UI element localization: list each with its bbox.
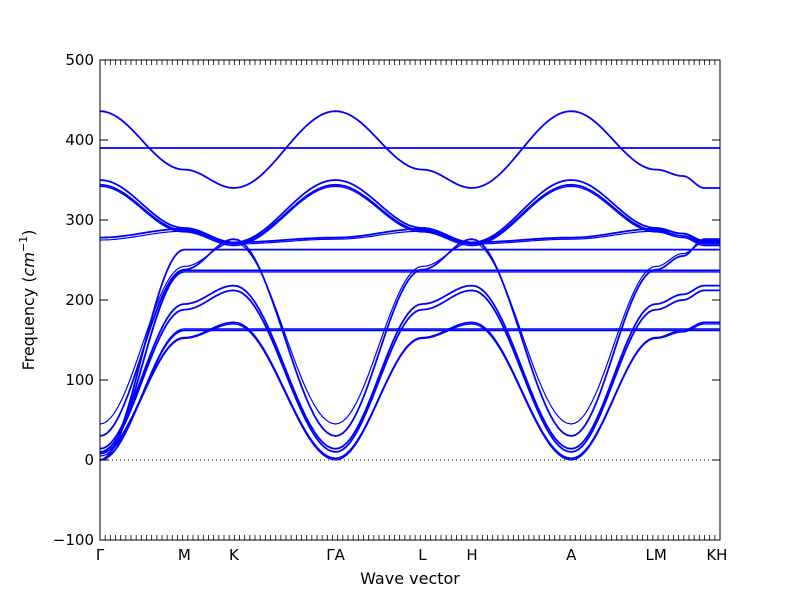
band-series-line: [99, 284, 720, 450]
band-series-line: [99, 179, 720, 244]
band-series-line: [99, 328, 720, 461]
x-tick-label: M: [178, 546, 191, 564]
y-tick-label: 300: [65, 211, 94, 229]
y-tick-label: 0: [84, 451, 94, 469]
y-tick-label: 100: [65, 371, 94, 389]
x-tick-label: ΓA: [326, 546, 345, 564]
band-series-line: [99, 329, 720, 461]
x-tick-label: A: [566, 546, 577, 564]
x-tick-label: KH: [706, 546, 727, 564]
band-lines: [99, 110, 720, 461]
y-tick-label: 200: [65, 291, 94, 309]
x-tick-label: K: [229, 546, 240, 564]
band-series-line: [99, 271, 720, 461]
y-tick-label: 400: [65, 131, 94, 149]
y-axis: −100 0 100 200 300 400 500: [53, 51, 720, 549]
band-series-line: [99, 238, 720, 437]
x-tick-label: Γ: [96, 546, 105, 564]
band-series-line: [99, 185, 720, 247]
x-axis-label: Wave vector: [360, 569, 460, 588]
y-tick-label: 500: [65, 51, 94, 69]
band-series-line: [99, 269, 720, 461]
x-tick-label: LM: [645, 546, 666, 564]
band-series-line: [99, 248, 720, 461]
y-axis-label: Frequency (cm−1): [17, 230, 38, 371]
band-series-line: [99, 289, 720, 453]
x-axis: Γ M K ΓA L H A LM KH: [96, 546, 728, 564]
y-tick-label: −100: [53, 531, 94, 549]
x-tick-label: L: [418, 546, 427, 564]
x-tick-label: H: [466, 546, 477, 564]
band-series-line: [99, 183, 720, 245]
band-series-line: [99, 110, 720, 189]
